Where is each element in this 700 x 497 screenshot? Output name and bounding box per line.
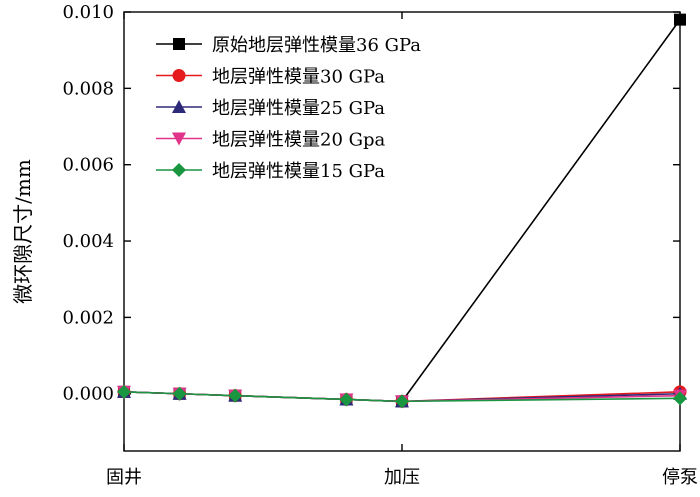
legend-item: 地层弹性模量20 Gpa — [156, 130, 386, 151]
y-tick-label: 0.000 — [62, 384, 114, 405]
legend-marker — [172, 69, 186, 82]
x-tick-label: 停泵 — [662, 467, 698, 488]
y-tick-label: 0.004 — [62, 231, 114, 252]
x-tick-label: 加压 — [384, 467, 420, 488]
data-point — [673, 391, 687, 406]
series-0 — [118, 13, 686, 408]
data-point — [172, 386, 187, 401]
data-point — [339, 392, 354, 407]
legend-marker — [172, 163, 186, 177]
y-axis-title: 微环隙尺寸/mm — [11, 159, 35, 304]
data-point — [674, 13, 686, 26]
series-line — [123, 391, 681, 403]
axes: 0.000 0.002 0.004 0.006 0.008 0.010 固井 加压 停泵 — [62, 2, 698, 488]
y-tick-label: 0.008 — [62, 78, 114, 99]
legend: 原始地层弹性模量36 GPa 地层弹性模量30 GPa 地层弹性模量25 GPa 地层… — [156, 35, 421, 182]
legend-marker — [172, 100, 186, 113]
data-point — [395, 394, 409, 409]
plot-frame — [123, 11, 681, 452]
legend-item: 地层弹性模量30 GPa — [156, 67, 385, 88]
legend-label: 原始地层弹性模量36 GPa — [212, 35, 421, 56]
legend-label: 地层弹性模量20 Gpa — [212, 130, 386, 151]
y-tick-label: 0.006 — [62, 155, 114, 176]
series-4 — [117, 384, 687, 409]
data-point — [117, 384, 131, 399]
y-tick-label: 0.010 — [62, 2, 114, 23]
y-tick-label: 0.002 — [62, 307, 114, 328]
series-layer — [117, 13, 687, 409]
series-line — [123, 19, 681, 403]
data-point — [228, 388, 243, 403]
legend-marker — [172, 132, 186, 146]
x-tick-label: 固井 — [106, 467, 142, 488]
legend-item: 地层弹性模量25 GPa — [156, 98, 385, 119]
legend-label: 地层弹性模量30 GPa — [212, 67, 385, 88]
legend-marker — [173, 38, 185, 50]
legend-item: 地层弹性模量15 GPa — [156, 161, 385, 182]
legend-label: 地层弹性模量25 GPa — [212, 98, 385, 119]
legend-item: 原始地层弹性模量36 GPa — [156, 35, 421, 56]
legend-label: 地层弹性模量15 GPa — [212, 161, 385, 182]
